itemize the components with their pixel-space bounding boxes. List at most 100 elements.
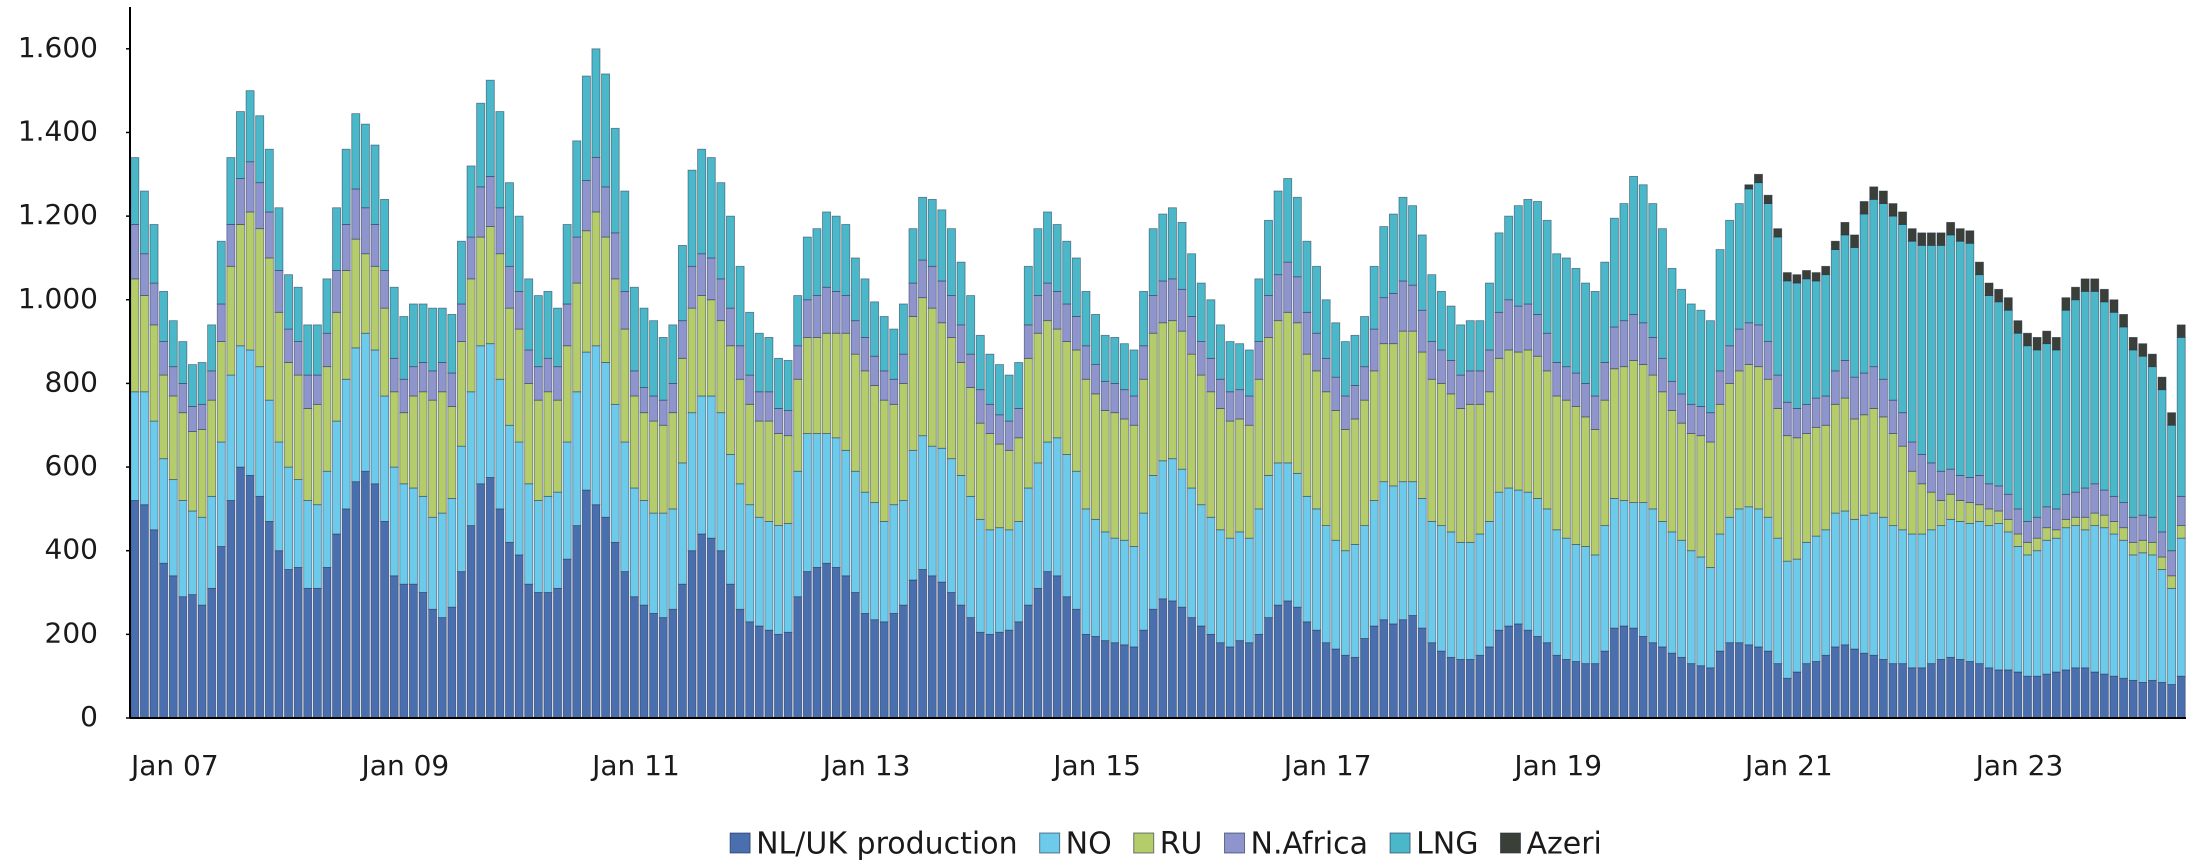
bar-segment (1754, 646, 1763, 719)
bar-segment (870, 355, 880, 386)
bar-segment (1696, 435, 1706, 558)
bar-segment (1830, 646, 1840, 719)
bar-segment (1216, 529, 1225, 644)
bar-segment (1254, 633, 1264, 719)
bar-segment (389, 391, 399, 468)
bar-segment (812, 567, 822, 719)
bar-segment (2119, 527, 2128, 541)
bar-segment (2157, 389, 2167, 533)
bar-segment (226, 157, 236, 225)
bar-segment (1177, 330, 1187, 470)
bar-segment (562, 558, 572, 719)
bar-segment (1754, 173, 1763, 184)
bar-segment (264, 148, 274, 213)
bar-segment (975, 631, 985, 719)
bar-segment (1446, 360, 1456, 395)
bar-segment (1802, 278, 1811, 405)
bar-segment (1071, 349, 1081, 472)
bar-segment (1158, 598, 1168, 719)
bar-segment (1917, 454, 1927, 485)
bar-segment (908, 449, 918, 581)
bar-segment (207, 324, 217, 372)
bar-segment (1994, 301, 2004, 487)
bar-segment (1581, 546, 1590, 665)
bar-segment (1408, 330, 1418, 483)
bar-segment (1561, 399, 1571, 539)
bar-segment (1273, 274, 1283, 322)
bar-segment (1379, 297, 1389, 345)
bar-segment (1821, 395, 1831, 426)
bar-segment (706, 537, 716, 719)
bar-segment (2090, 278, 2100, 292)
bar-segment (1840, 397, 1850, 512)
bar-segment (1859, 213, 1869, 374)
bar-segment (284, 328, 293, 363)
bar-segment (1840, 234, 1850, 361)
bar-segment (1023, 357, 1033, 489)
bar-segment (1878, 378, 1888, 418)
bar-segment (1754, 182, 1763, 326)
bar-segment (1677, 288, 1687, 395)
bar-segment (1571, 372, 1581, 407)
bar-segment (2003, 531, 2013, 671)
bar-segment (1533, 355, 1542, 499)
bar-segment (1379, 343, 1389, 483)
bar-segment (802, 236, 812, 301)
bar-segment (1984, 525, 1994, 669)
bar-segment (2157, 569, 2167, 683)
bar-segment (1638, 636, 1648, 719)
bar-segment (178, 412, 188, 501)
bar-segment (332, 207, 341, 271)
bar-segment (1552, 529, 1562, 656)
bar-segment (1485, 521, 1494, 648)
bar-segment (1859, 414, 1869, 516)
bar-segment (1504, 349, 1514, 489)
bar-segment (1533, 636, 1542, 719)
bar-segment (1754, 508, 1763, 648)
bar-segment (1513, 489, 1523, 625)
bar-segment (601, 236, 611, 363)
bar-segment (1436, 383, 1446, 527)
bar-segment (130, 391, 140, 501)
bar-segment (2167, 684, 2177, 719)
bar-segment (1456, 408, 1466, 543)
bar-segment (197, 362, 207, 405)
bar-segment (985, 433, 995, 531)
bar-segment (524, 483, 534, 585)
bar-segment (418, 495, 428, 593)
bar-segment (437, 362, 447, 393)
bar-segment (466, 165, 476, 238)
bar-segment (1542, 642, 1552, 719)
bar-segment (1302, 495, 1312, 623)
bar-segment (1609, 498, 1619, 629)
bar-segment (447, 314, 457, 374)
bar-segment (735, 265, 745, 347)
bar-segment (783, 410, 793, 437)
bar-segment (1331, 322, 1341, 378)
bar-segment (1052, 575, 1062, 719)
bar-segment (1350, 418, 1360, 545)
bar-segment (437, 512, 447, 619)
bar-segment (1485, 391, 1494, 522)
bar-segment (985, 633, 995, 719)
bar-segment (927, 575, 937, 719)
bar-segment (1446, 656, 1456, 719)
legend-swatch (1499, 832, 1521, 854)
bar-segment (1417, 627, 1427, 719)
bar-segment (639, 412, 649, 501)
bar-segment (1043, 320, 1052, 443)
bar-segment (601, 73, 611, 188)
bar-segment (1456, 324, 1466, 376)
bar-segment (1619, 320, 1629, 368)
bar-segment (2080, 529, 2090, 669)
bar-segment (1705, 441, 1715, 568)
bar-segment (1782, 280, 1792, 403)
bar-segment (1878, 659, 1888, 719)
bar-segment (1744, 188, 1754, 324)
bar-segment (543, 290, 553, 359)
bar-segment (1148, 475, 1158, 610)
legend-label: LNG (1416, 827, 1478, 862)
bar-segment (1657, 391, 1667, 522)
bar-segment (918, 259, 928, 299)
bar-segment (1542, 219, 1552, 334)
